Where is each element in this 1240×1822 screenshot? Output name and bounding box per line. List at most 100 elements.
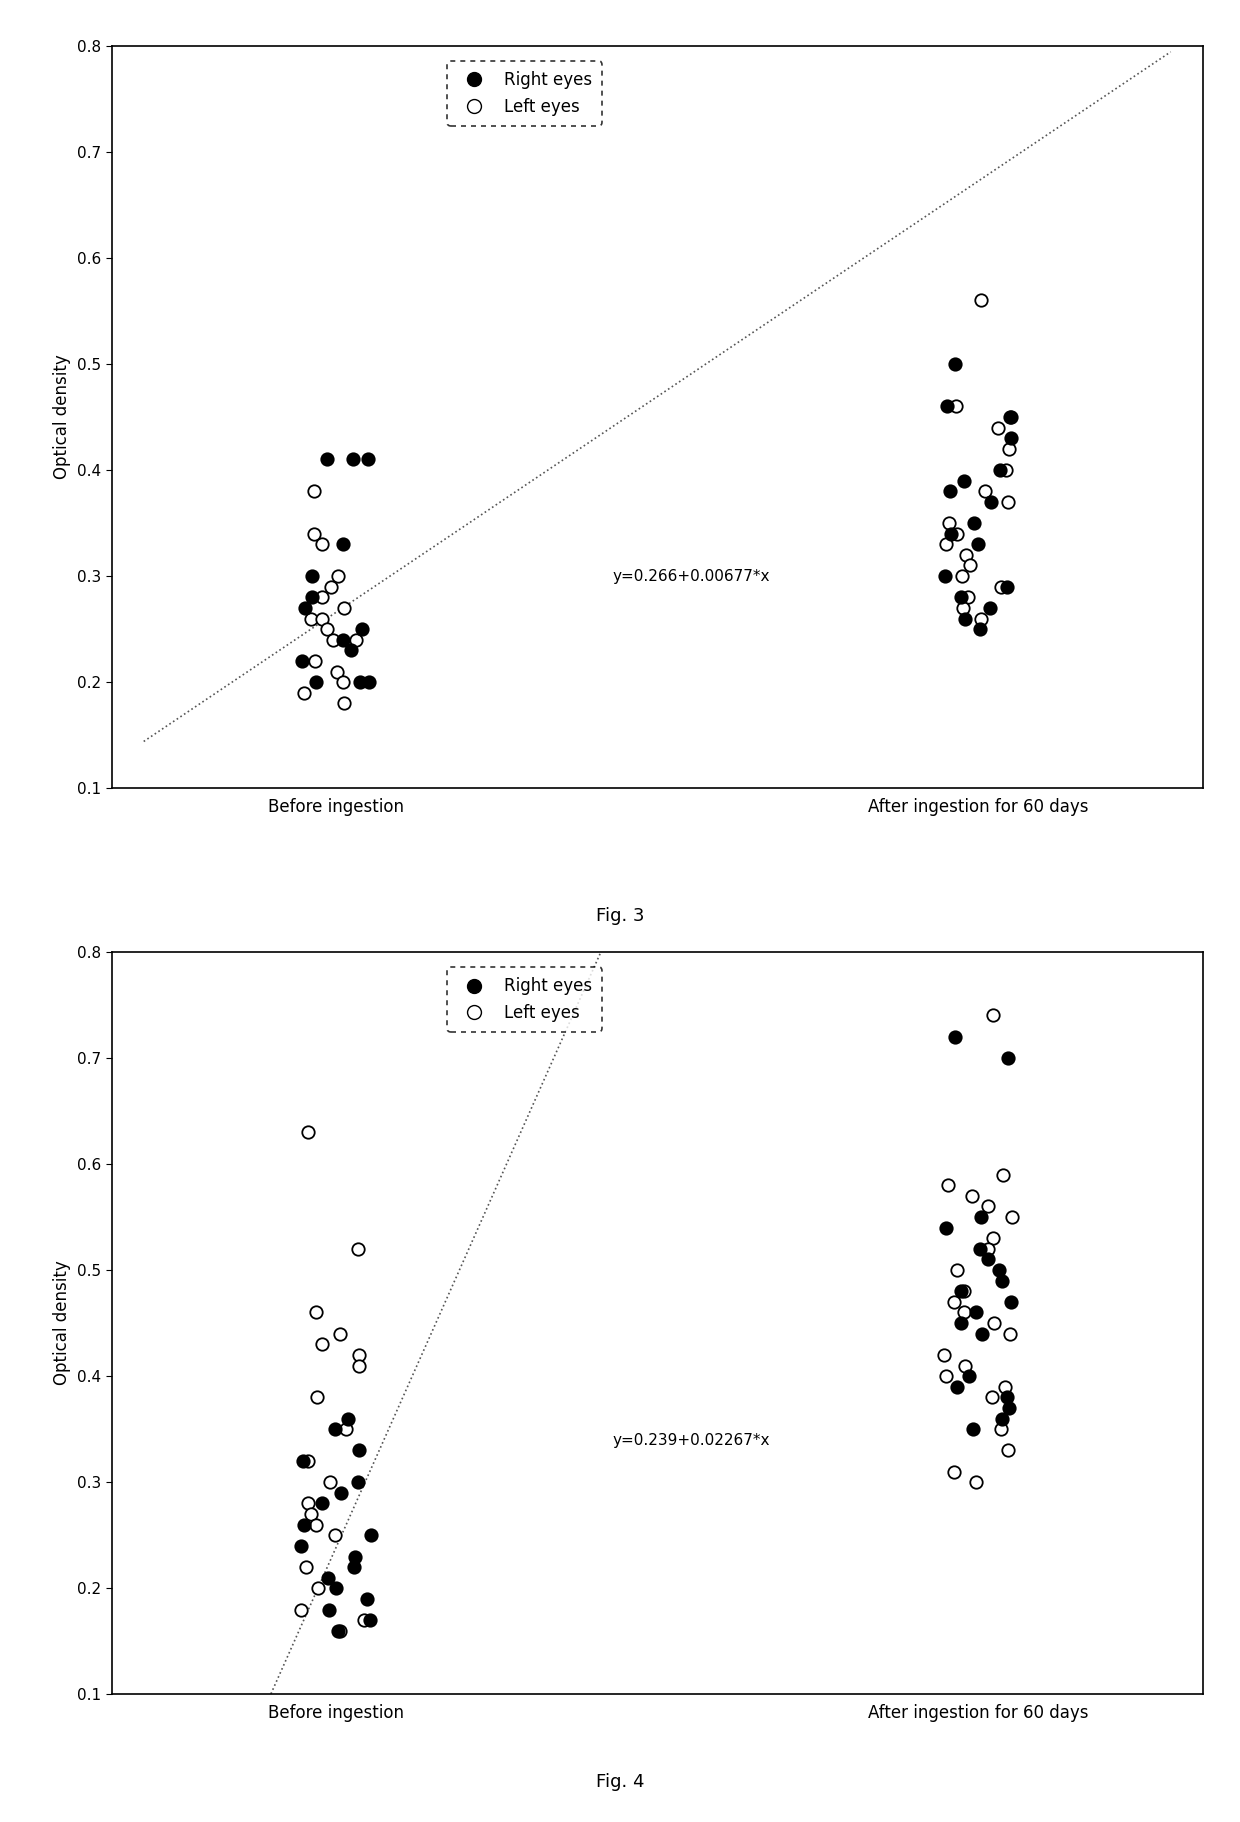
Point: [348, 1469, 368, 1498]
Y-axis label: Optical density: Optical density: [53, 355, 72, 479]
Point: [298, 1447, 317, 1476]
Point: [330, 1319, 350, 1348]
Point: [358, 445, 378, 474]
Point: [944, 1458, 963, 1487]
Point: [936, 1361, 956, 1390]
Point: [360, 667, 379, 696]
Point: [304, 519, 324, 548]
Point: [955, 466, 975, 496]
Legend: Right eyes, Left eyes: Right eyes, Left eyes: [448, 62, 603, 126]
Point: [350, 667, 370, 696]
Point: [346, 625, 366, 654]
Point: [945, 350, 965, 379]
Point: [327, 658, 347, 687]
Point: [303, 583, 322, 612]
Point: [301, 603, 321, 632]
Point: [994, 1372, 1014, 1401]
Point: [951, 1277, 971, 1306]
Point: [317, 445, 337, 474]
Point: [940, 477, 960, 507]
Point: [298, 1489, 317, 1518]
Point: [952, 594, 972, 623]
Point: [306, 667, 326, 696]
Point: [978, 1244, 998, 1274]
Point: [350, 1350, 370, 1379]
Point: [1001, 1319, 1021, 1348]
Point: [301, 1500, 321, 1529]
Point: [334, 689, 353, 718]
Point: [325, 1521, 345, 1551]
Point: [1002, 1203, 1022, 1232]
Text: y=0.266+0.00677*x: y=0.266+0.00677*x: [613, 570, 770, 585]
Point: [357, 1585, 377, 1614]
Point: [936, 1213, 956, 1243]
Point: [954, 1277, 973, 1306]
Point: [971, 286, 991, 315]
Point: [983, 1000, 1003, 1029]
Point: [998, 1436, 1018, 1465]
Point: [296, 1552, 316, 1581]
Point: [329, 1616, 348, 1645]
Point: [320, 1469, 340, 1498]
Point: [993, 1161, 1013, 1190]
Point: [324, 625, 343, 654]
Point: [350, 1436, 370, 1465]
Point: [955, 1350, 975, 1379]
Point: [1002, 403, 1022, 432]
Point: [312, 1489, 332, 1518]
Point: [325, 1414, 345, 1443]
Point: [952, 561, 972, 590]
Point: [298, 1117, 317, 1146]
Point: [951, 1308, 971, 1337]
Point: [319, 1594, 339, 1623]
Point: [341, 636, 361, 665]
Point: [960, 550, 980, 579]
Point: [311, 583, 331, 612]
Point: [360, 1605, 379, 1634]
Point: [332, 667, 352, 696]
Point: [312, 530, 332, 559]
Point: [997, 1383, 1017, 1412]
Point: [303, 561, 322, 590]
Point: [335, 594, 355, 623]
Point: [308, 1574, 327, 1603]
Point: [947, 1255, 967, 1285]
Point: [987, 414, 1007, 443]
Point: [970, 614, 990, 643]
Point: [352, 614, 372, 643]
Point: [992, 572, 1012, 601]
Point: [971, 1203, 991, 1232]
Point: [982, 1383, 1002, 1412]
Point: [946, 392, 966, 421]
Point: [963, 508, 983, 537]
Point: [348, 1233, 368, 1263]
Point: [321, 572, 341, 601]
Point: [934, 1341, 954, 1370]
Point: [346, 1541, 366, 1571]
Point: [294, 1510, 314, 1540]
Text: y=0.239+0.02267*x: y=0.239+0.02267*x: [613, 1434, 770, 1448]
Point: [1001, 1288, 1021, 1317]
Point: [960, 1361, 980, 1390]
Point: [972, 1319, 992, 1348]
Point: [945, 1022, 965, 1051]
Point: [937, 392, 957, 421]
Point: [311, 603, 331, 632]
Point: [983, 1224, 1003, 1254]
Point: [966, 1469, 986, 1498]
Point: [935, 561, 955, 590]
Point: [992, 1405, 1012, 1434]
Point: [293, 1447, 312, 1476]
Point: [991, 1414, 1011, 1443]
Point: [326, 1574, 346, 1603]
Point: [998, 486, 1018, 516]
Point: [336, 1414, 356, 1443]
Point: [342, 445, 362, 474]
Point: [998, 1044, 1018, 1073]
Point: [978, 1192, 998, 1221]
Point: [975, 477, 994, 507]
Point: [999, 403, 1019, 432]
Point: [317, 1563, 337, 1592]
Point: [941, 519, 961, 548]
Point: [959, 583, 978, 612]
